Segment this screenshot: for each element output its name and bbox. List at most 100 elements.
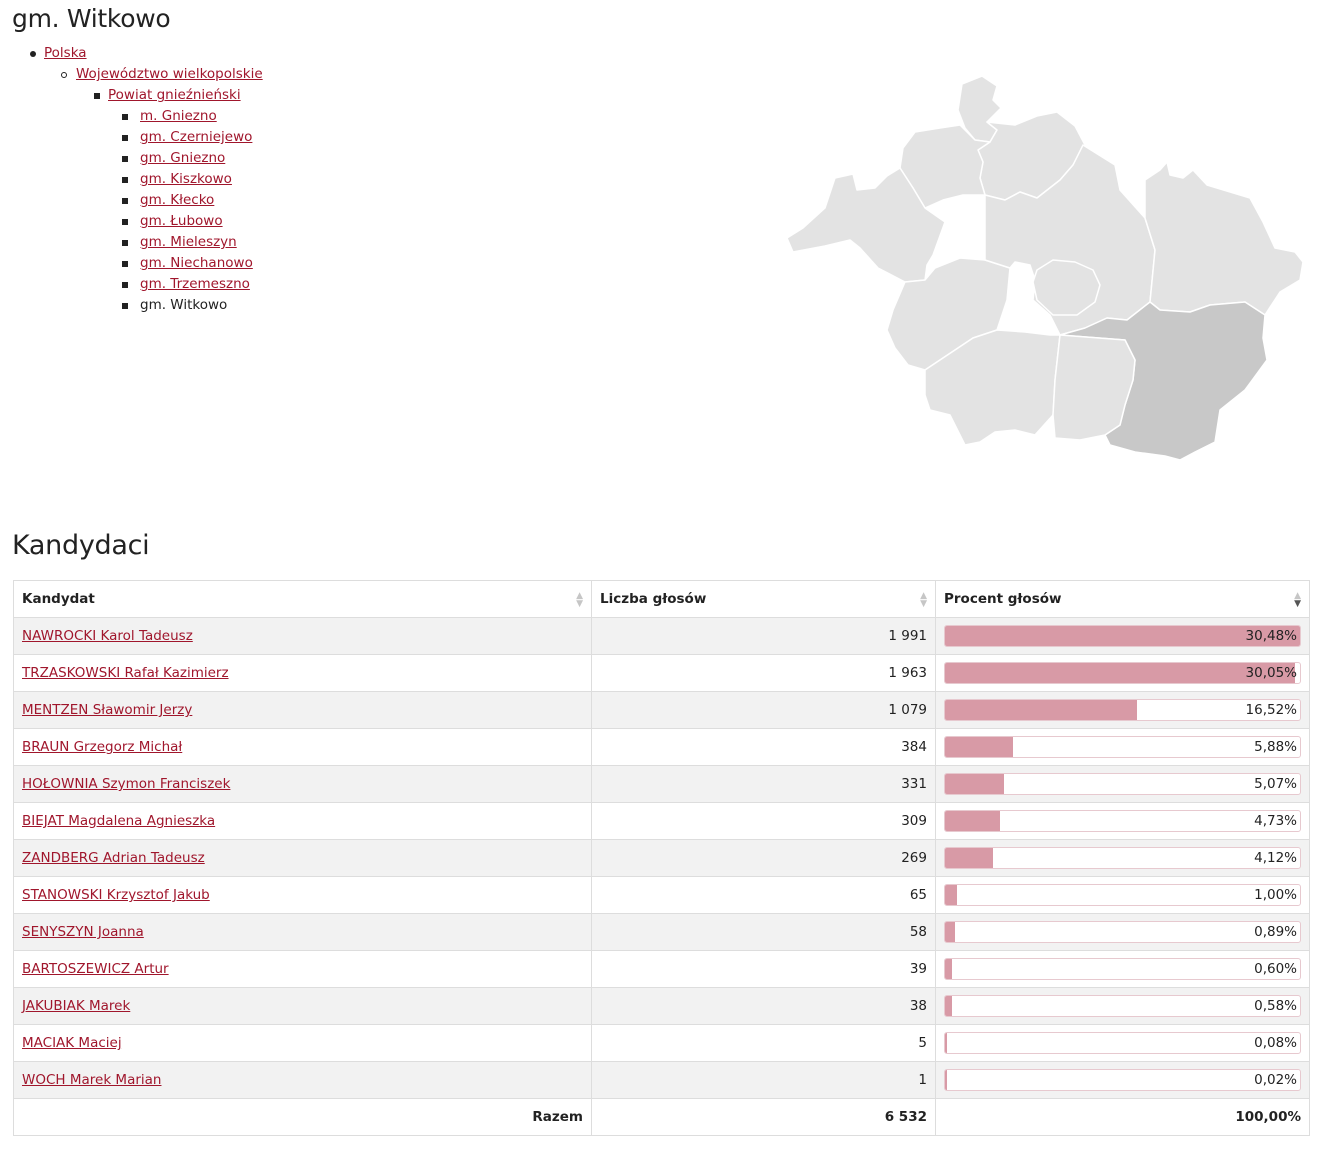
candidate-link[interactable]: BARTOSZEWICZ Artur [22,961,169,977]
candidate-link[interactable]: TRZASKOWSKI Rafał Kazimierz [22,665,229,681]
percent-label: 1,00% [1254,887,1297,903]
table-row: SENYSZYN Joanna 58 0,89% [13,913,1310,951]
candidate-name-cell: WOCH Marek Marian [13,1061,592,1099]
candidate-name-cell: MENTZEN Sławomir Jerzy [13,691,592,729]
commune-link[interactable]: gm. Kiszkowo [140,171,232,187]
square-bullet-icon [94,93,100,99]
candidate-votes: 58 [591,913,936,951]
column-header-candidate-label: Kandydat [22,591,95,607]
candidate-link[interactable]: MACIAK Maciej [22,1035,122,1051]
candidate-link[interactable]: WOCH Marek Marian [22,1072,162,1088]
commune-link[interactable]: gm. Trzemeszno [140,276,250,292]
candidate-link[interactable]: MENTZEN Sławomir Jerzy [22,702,193,718]
table-row: NAWROCKI Karol Tadeusz 1 991 30,48% [13,617,1310,655]
percent-bar: 30,05% [944,662,1301,684]
percent-bar: 16,52% [944,699,1301,721]
candidate-votes: 331 [591,765,936,803]
column-header-percent[interactable]: Procent głosów ▲ ▼ [935,580,1310,618]
circle-bullet-icon [61,72,67,78]
percent-bar-fill [945,663,1295,683]
candidate-name-cell: HOŁOWNIA Szymon Franciszek [13,765,592,803]
candidate-votes: 1 991 [591,617,936,655]
sort-both-icon[interactable]: ▲ ▼ [576,591,583,609]
breadcrumb-item-country: Polska [0,43,263,64]
candidate-votes: 269 [591,839,936,877]
commune-link[interactable]: gm. Mieleszyn [140,234,237,250]
candidate-percent-cell: 0,60% [935,950,1310,988]
percent-bar-fill [945,922,956,942]
commune-link[interactable]: m. Gniezno [140,108,217,124]
map-region-lubowo[interactable] [786,167,946,283]
candidate-votes: 65 [591,876,936,914]
percent-bar-fill [945,700,1138,720]
column-header-percent-label: Procent głosów [944,591,1062,607]
candidates-section-title: Kandydaci [12,530,150,561]
commune-item: gm. Łubowo [0,211,263,232]
square-bullet-icon [122,219,128,225]
percent-bar-fill [945,885,957,905]
percent-label: 0,58% [1254,998,1297,1014]
commune-link[interactable]: gm. Gniezno [140,150,226,166]
commune-link[interactable]: gm. Czerniejewo [140,129,253,145]
candidate-votes: 1 963 [591,654,936,692]
candidate-link[interactable]: NAWROCKI Karol Tadeusz [22,628,193,644]
candidate-rows: NAWROCKI Karol Tadeusz 1 991 30,48% TRZASKO… [13,617,1310,1099]
candidate-percent-cell: 4,12% [935,839,1310,877]
percent-label: 5,88% [1254,739,1297,755]
percent-bar-fill [945,848,993,868]
square-bullet-icon [122,135,128,141]
map-region-czerniejewo[interactable] [1144,161,1304,316]
percent-bar-fill [945,626,1300,646]
candidate-link[interactable]: BIEJAT Magdalena Agnieszka [22,813,216,829]
commune-link[interactable]: gm. Kłecko [140,192,215,208]
map-region-gniezno-city[interactable] [1032,259,1101,316]
column-header-candidate[interactable]: Kandydat ▲ ▼ [13,580,592,618]
percent-label: 5,07% [1254,776,1297,792]
total-percent: 100,00% [935,1098,1310,1136]
candidate-name-cell: MACIAK Maciej [13,1024,592,1062]
commune-item: gm. Czerniejewo [0,127,263,148]
candidate-percent-cell: 5,88% [935,728,1310,766]
breadcrumb-link-county[interactable]: Powiat gnieźnieński [108,87,241,103]
column-header-votes[interactable]: Liczba głosów ▲ ▼ [591,580,936,618]
breadcrumb-link-country[interactable]: Polska [44,45,87,61]
percent-bar-fill [945,774,1005,794]
percent-bar: 4,12% [944,847,1301,869]
total-label: Razem [13,1098,592,1136]
candidate-name-cell: BRAUN Grzegorz Michał [13,728,592,766]
column-header-votes-label: Liczba głosów [600,591,707,607]
commune-item: gm. Kiszkowo [0,169,263,190]
square-bullet-icon [122,198,128,204]
total-votes: 6 532 [591,1098,936,1136]
candidate-link[interactable]: ZANDBERG Adrian Tadeusz [22,850,205,866]
map-region-mieleszyn[interactable] [899,124,991,209]
square-bullet-icon [122,114,128,120]
sort-both-icon[interactable]: ▲ ▼ [920,591,927,609]
map-region-trzemeszno-south[interactable] [1052,334,1136,441]
table-row: MENTZEN Sławomir Jerzy 1 079 16,52% [13,691,1310,729]
sort-descending-icon[interactable]: ▲ ▼ [1294,591,1301,609]
candidate-percent-cell: 0,02% [935,1061,1310,1099]
percent-bar: 1,00% [944,884,1301,906]
candidate-name-cell: STANOWSKI Krzysztof Jakub [13,876,592,914]
candidate-link[interactable]: STANOWSKI Krzysztof Jakub [22,887,210,903]
map-region-trzemeszno[interactable] [924,329,1061,446]
commune-link[interactable]: gm. Łubowo [140,213,223,229]
square-bullet-icon [122,282,128,288]
percent-bar: 0,60% [944,958,1301,980]
commune-link[interactable]: gm. Niechanowo [140,255,253,271]
county-map [786,75,1304,461]
breadcrumb-link-voivodeship[interactable]: Województwo wielkopolskie [76,66,263,82]
percent-label: 0,89% [1254,924,1297,940]
candidate-link[interactable]: SENYSZYN Joanna [22,924,144,940]
candidate-link[interactable]: BRAUN Grzegorz Michał [22,739,183,755]
candidate-link[interactable]: JAKUBIAK Marek [22,998,131,1014]
candidate-percent-cell: 30,48% [935,617,1310,655]
percent-label: 4,73% [1254,813,1297,829]
candidate-votes: 38 [591,987,936,1025]
table-row: ZANDBERG Adrian Tadeusz 269 4,12% [13,839,1310,877]
percent-bar: 0,02% [944,1069,1301,1091]
candidate-link[interactable]: HOŁOWNIA Szymon Franciszek [22,776,231,792]
table-row: MACIAK Maciej 5 0,08% [13,1024,1310,1062]
candidate-votes: 39 [591,950,936,988]
